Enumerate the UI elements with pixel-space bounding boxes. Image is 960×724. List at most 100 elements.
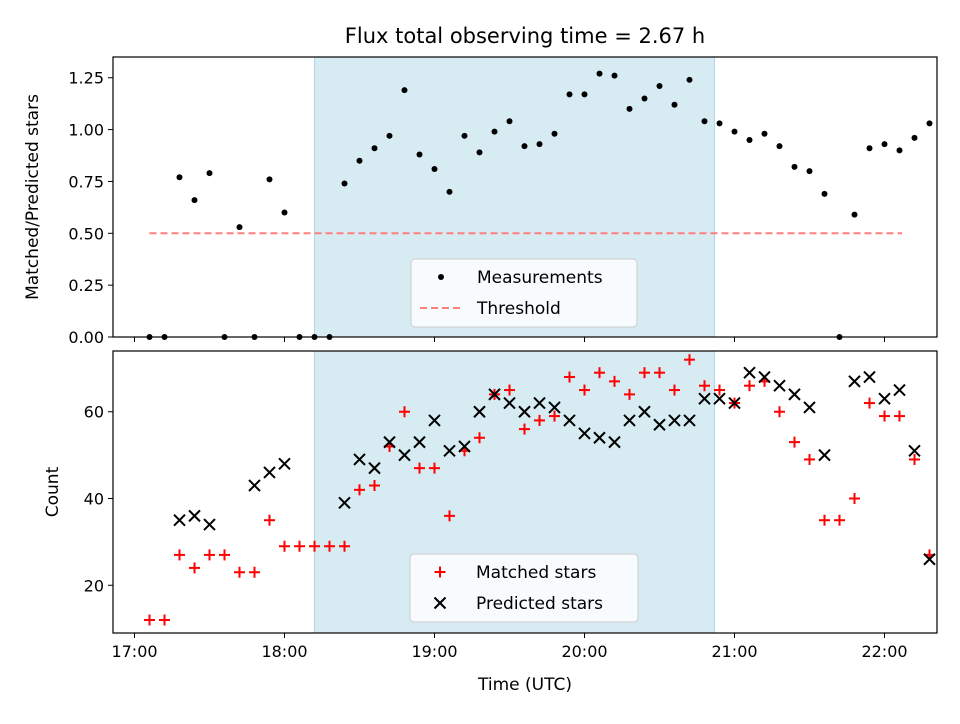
- measurement-point: [446, 188, 453, 195]
- predicted-star-point: [758, 370, 771, 384]
- predicted-star-point: [773, 379, 786, 392]
- matched-star-point: [369, 479, 380, 491]
- measurement-point: [431, 166, 438, 172]
- matched-star-point: [279, 540, 290, 552]
- predicted-star-point: [743, 366, 756, 379]
- matched-star-point: [624, 388, 635, 400]
- matched-star-point: [594, 367, 605, 379]
- matched-star-point: [909, 453, 920, 465]
- matched-star-point: [354, 484, 365, 496]
- predicted-star-point: [383, 435, 396, 449]
- predicted-star-point: [398, 448, 411, 462]
- matched-star-point: [504, 384, 515, 396]
- measurement-point: [551, 130, 558, 137]
- measurement-point: [461, 132, 468, 139]
- matched-star-point: [474, 432, 485, 444]
- matched-star-point: [519, 423, 530, 435]
- predicted-star-point: [893, 383, 906, 397]
- measurement-point: [686, 76, 693, 83]
- x-tick-label: 20:00: [561, 642, 607, 661]
- measurement-point: [626, 105, 633, 112]
- predicted-star-point: [458, 440, 471, 453]
- measurement-point: [776, 143, 783, 150]
- legend-matched-marker: [434, 566, 446, 578]
- predicted-star-point: [413, 435, 426, 449]
- matched-star-point: [654, 367, 665, 379]
- y-tick-label: 0.00: [68, 328, 104, 347]
- matched-star-point: [444, 510, 455, 522]
- measurement-point: [896, 147, 903, 154]
- measurement-point: [521, 143, 528, 150]
- predicted-star-point: [173, 513, 186, 527]
- measurement-point: [926, 120, 933, 127]
- matched-star-point: [864, 397, 875, 409]
- predicted-star-point: [878, 392, 891, 405]
- measurement-point: [281, 209, 288, 216]
- predicted-star-point: [818, 448, 831, 462]
- measurement-point: [236, 224, 243, 231]
- predicted-star-point: [368, 461, 381, 475]
- legend-x-glyph: [433, 596, 447, 610]
- predicted-star-point: [353, 453, 366, 466]
- predicted-star-point: [473, 405, 486, 418]
- y-tick-label: 1.00: [68, 121, 104, 140]
- measurement-point: [791, 163, 798, 170]
- bottom-panel: 17:00 18:00 19:00 20:00 21:00 22:00 20 40 60 Cou…: [43, 350, 938, 695]
- top-panel: 0.00 0.25 0.50 0.75 1.00 1.25 Matched/Predict…: [23, 56, 938, 347]
- matched-star-point: [429, 462, 440, 474]
- measurement-point: [506, 118, 513, 125]
- measurement-point: [536, 141, 543, 148]
- measurement-point: [401, 87, 408, 94]
- predicted-star-point: [248, 479, 261, 492]
- bottom-y-axis-label: Count: [43, 466, 63, 517]
- predicted-star-point: [278, 457, 291, 471]
- matched-star-point: [564, 371, 575, 383]
- matched-star-point: [714, 384, 725, 396]
- predicted-star-point: [548, 401, 561, 414]
- predicted-star-point: [593, 431, 606, 444]
- measurement-point: [611, 72, 618, 79]
- matched-star-point: [399, 406, 410, 418]
- matched-star-point: [789, 436, 800, 448]
- predicted-star-point: [923, 553, 936, 566]
- predicted-star-point: [848, 375, 861, 388]
- matched-star-point: [669, 384, 680, 396]
- legend-predicted-label: Predicted stars: [476, 594, 603, 614]
- predicted-star-point: [728, 396, 741, 410]
- top-y-axis-label: Matched/Predicted stars: [23, 94, 43, 300]
- measurement-point: [881, 141, 888, 148]
- legend-matched-label: Matched stars: [476, 563, 596, 583]
- measurement-point: [701, 118, 708, 125]
- measurement-point: [581, 91, 588, 98]
- measurement-point: [596, 70, 603, 77]
- predicted-star-point: [668, 414, 681, 427]
- matched-star-point: [819, 514, 830, 526]
- measurement-point: [266, 176, 273, 183]
- measurement-point: [821, 190, 828, 197]
- predicted-star-point: [713, 392, 726, 405]
- predicted-star-point: [263, 466, 276, 479]
- matched-star-point: [684, 354, 695, 366]
- measurement-point: [746, 136, 753, 143]
- matched-star-point: [804, 453, 815, 465]
- predicted-star-point: [803, 401, 816, 414]
- matched-star-point: [144, 614, 155, 626]
- count-points: [144, 354, 936, 626]
- measurement-point: [371, 145, 378, 152]
- predicted-star-point: [428, 414, 441, 427]
- matched-star-point: [309, 540, 320, 552]
- y-tick-label: 0.75: [68, 172, 104, 191]
- matched-star-point: [879, 410, 890, 422]
- predicted-star-point: [188, 509, 201, 523]
- measurement-point: [806, 168, 813, 175]
- x-tick-label: 21:00: [711, 642, 757, 661]
- matched-star-point: [174, 549, 185, 561]
- predicted-star-point: [488, 388, 501, 401]
- predicted-star-point: [533, 396, 546, 410]
- bottom-legend: Matched stars Predicted stars: [409, 553, 639, 623]
- matched-star-point: [189, 562, 200, 574]
- measurement-point: [716, 120, 723, 127]
- measurement-point: [731, 128, 738, 135]
- measurement-point: [761, 130, 768, 137]
- predicted-star-point: [443, 444, 456, 457]
